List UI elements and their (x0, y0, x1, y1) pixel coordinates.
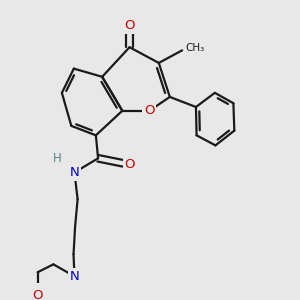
Text: O: O (32, 289, 43, 300)
Text: O: O (144, 104, 154, 117)
Text: N: N (70, 166, 79, 179)
Text: CH₃: CH₃ (185, 44, 204, 53)
Text: N: N (70, 270, 79, 283)
Text: H: H (52, 152, 61, 165)
Text: O: O (124, 19, 135, 32)
Text: O: O (124, 158, 135, 171)
